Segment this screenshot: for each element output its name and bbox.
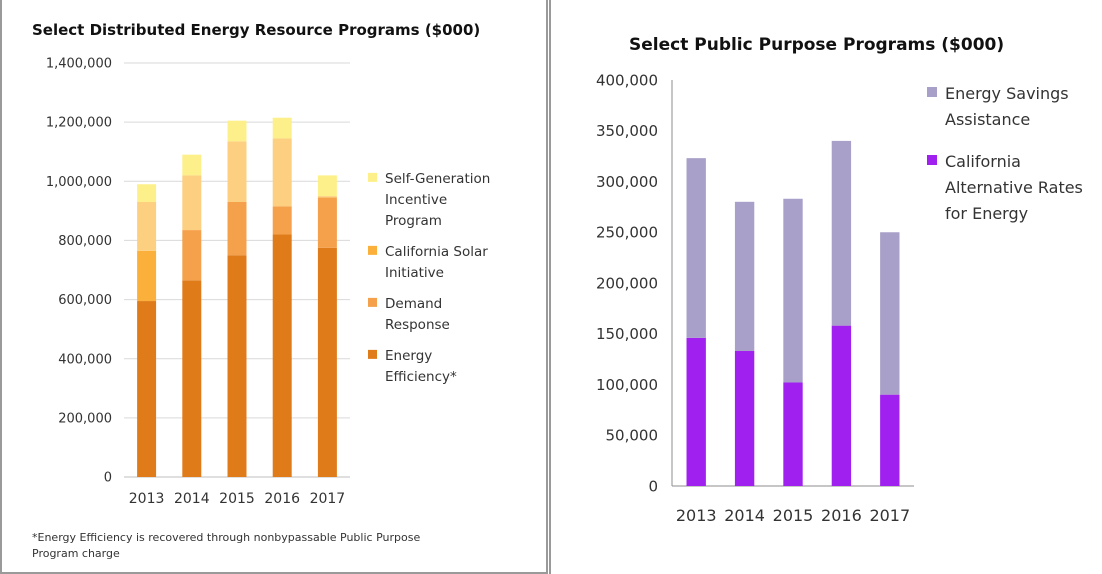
y-tick-label: 100,000 — [596, 376, 658, 394]
bar-segment — [317, 196, 337, 198]
x-tick-label: 2016 — [264, 491, 300, 507]
bar-segment — [880, 394, 900, 486]
der-programs-chart: Select Distributed Energy Resource Progr… — [32, 21, 490, 560]
legend-swatch — [368, 349, 377, 359]
bar-segment — [734, 201, 755, 352]
bar-segment — [686, 337, 706, 486]
x-tick-label: 2013 — [129, 491, 165, 507]
bar-segment — [182, 175, 202, 231]
y-tick-label: 350,000 — [596, 122, 658, 140]
y-tick-label: 1,400,000 — [46, 57, 112, 72]
bar-segment — [880, 232, 900, 395]
y-tick-label: 150,000 — [596, 325, 658, 343]
y-tick-label: 200,000 — [58, 411, 112, 426]
legend-label: Self-Generation — [385, 171, 490, 187]
legend-swatch — [368, 245, 377, 255]
bar-segment — [783, 382, 803, 486]
legend-swatch — [368, 297, 377, 307]
y-tick-label: 1,200,000 — [46, 116, 112, 131]
y-tick-label: 0 — [648, 477, 658, 495]
legend-label: California — [945, 152, 1021, 171]
y-tick-label: 800,000 — [58, 234, 112, 249]
bar-segment — [227, 141, 247, 202]
legend-label: Energy — [385, 348, 432, 364]
bar-segment — [783, 198, 803, 383]
footnote-line-2: Program charge — [32, 547, 120, 560]
y-tick-label: 200,000 — [596, 274, 658, 292]
bar-segment — [137, 184, 157, 202]
bar-segment — [227, 120, 247, 142]
bar-segment — [137, 301, 157, 477]
legend-label: Incentive — [385, 192, 447, 208]
legend-label: Initiative — [385, 265, 444, 281]
bar-segment — [227, 201, 247, 256]
y-tick-label: 250,000 — [596, 224, 658, 242]
legend-item: Energy Efficiency* — [368, 348, 457, 385]
right-chart-panel: Select Public Purpose Programs ($000) 0 5… — [549, 0, 1102, 574]
legend-swatch — [927, 155, 937, 165]
x-tick-label: 2015 — [219, 491, 255, 507]
legend-item: Self-Generation Incentive Program — [368, 171, 490, 229]
legend-label: for Energy — [945, 204, 1028, 223]
x-tick-label: 2017 — [310, 491, 346, 507]
public-purpose-chart: Select Public Purpose Programs ($000) 0 5… — [596, 35, 1083, 525]
y-tick-label: 400,000 — [596, 71, 658, 89]
legend-label: Program — [385, 213, 442, 229]
legend-label: Efficiency* — [385, 369, 457, 385]
legend-swatch — [368, 172, 377, 182]
y-tick-label: 300,000 — [596, 173, 658, 191]
legend-swatch — [927, 87, 937, 97]
legend-label: California Solar — [385, 244, 488, 260]
chart-title: Select Distributed Energy Resource Progr… — [32, 21, 480, 39]
y-tick-label: 50,000 — [606, 427, 659, 445]
legend-label: Response — [385, 317, 450, 333]
bar-segment — [272, 138, 292, 207]
bar-segment — [137, 201, 157, 251]
bar-segment — [182, 154, 202, 176]
bar-segment — [272, 117, 292, 139]
legend-label: Assistance — [945, 110, 1030, 129]
x-tick-label: 2014 — [174, 491, 210, 507]
legend-item: California Solar Initiative — [368, 244, 488, 281]
footnote-line-1: *Energy Efficiency is recovered through … — [32, 531, 420, 544]
legend-label: Demand — [385, 296, 442, 312]
chart-title: Select Public Purpose Programs ($000) — [629, 35, 1004, 55]
x-tick-label: 2016 — [821, 506, 862, 525]
y-tick-label: 0 — [104, 471, 112, 486]
y-tick-label: 600,000 — [58, 293, 112, 308]
bar-segment — [227, 255, 247, 477]
bar-segment — [272, 234, 292, 477]
bar-segment — [182, 230, 202, 281]
bar-segment — [182, 280, 202, 477]
x-tick-label: 2015 — [773, 506, 814, 525]
bar-segment — [137, 250, 157, 302]
x-tick-label: 2017 — [869, 506, 910, 525]
legend-item: Energy Savings Assistance — [927, 84, 1069, 129]
bar-segment — [317, 197, 337, 248]
bar-segment — [831, 140, 852, 326]
legend-item: California Alternative Rates for Energy — [927, 152, 1083, 223]
bar-segment — [831, 325, 852, 486]
legend-item: Demand Response — [368, 296, 450, 333]
y-tick-label: 1,000,000 — [46, 175, 112, 190]
legend-label: Alternative Rates — [945, 178, 1083, 197]
bar-segment — [686, 158, 706, 338]
y-tick-label: 400,000 — [58, 352, 112, 367]
legend-label: Energy Savings — [945, 84, 1069, 103]
bar-segment — [317, 247, 337, 477]
left-chart-panel: Select Distributed Energy Resource Progr… — [0, 0, 548, 574]
bar-segment — [734, 351, 755, 486]
x-tick-label: 2013 — [676, 506, 717, 525]
bar-segment — [317, 175, 337, 197]
bar-segment — [272, 206, 292, 235]
x-tick-label: 2014 — [724, 506, 765, 525]
